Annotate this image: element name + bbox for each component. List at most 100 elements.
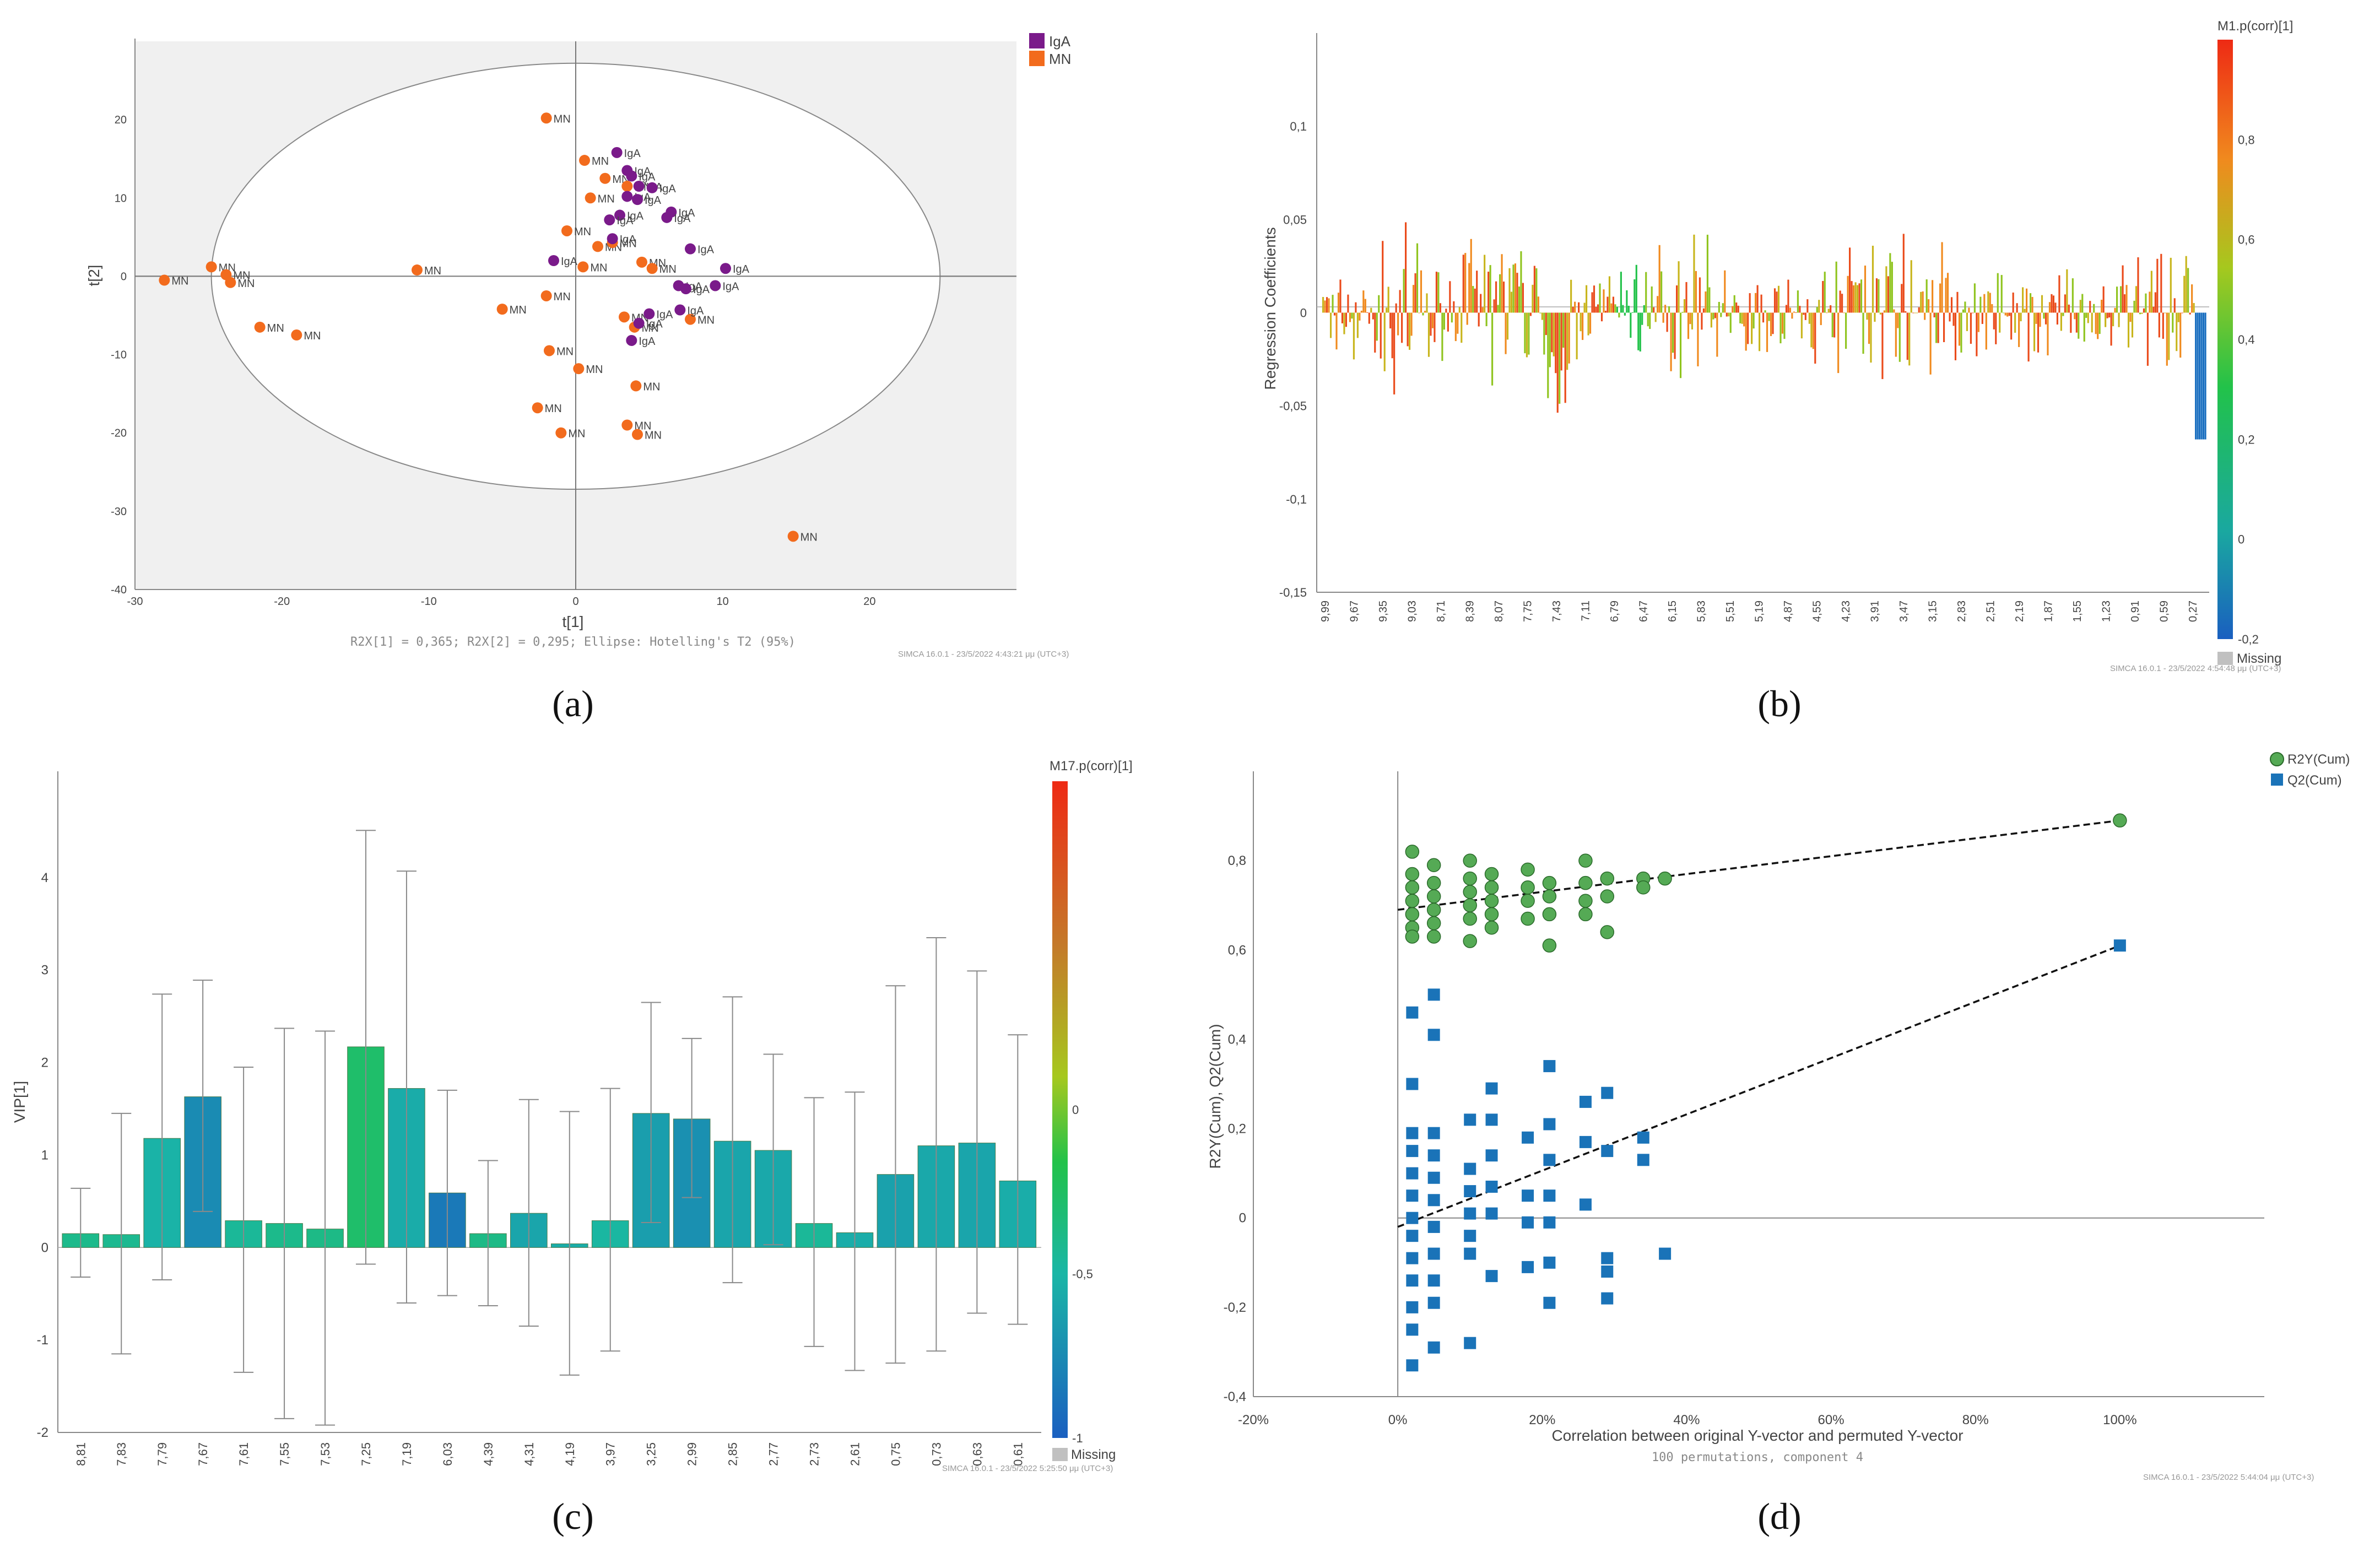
q2-point xyxy=(1485,1082,1498,1095)
coefficient-bar xyxy=(1484,255,1486,313)
coefficient-bar xyxy=(1572,306,1574,313)
coefficient-bar xyxy=(1683,299,1686,313)
coefficient-bar xyxy=(1449,281,1451,313)
coefficient-bar xyxy=(1918,307,1920,313)
coefficient-bar xyxy=(1871,246,1874,313)
coefficient-bar xyxy=(2146,312,2149,366)
coefficient-bar xyxy=(2070,312,2072,333)
r2y-point xyxy=(1463,871,1477,886)
coefficient-bar xyxy=(1954,312,1957,360)
coefficient-bar xyxy=(1409,312,1411,350)
coefficient-bar xyxy=(1977,312,1979,332)
coefficient-bar xyxy=(1747,312,1749,344)
coefficient-bar xyxy=(1566,312,1568,370)
q2-point xyxy=(1406,1301,1419,1313)
coefficient-bar xyxy=(2191,284,2193,313)
panel-d-subtitle: 100 permutations, component 4 xyxy=(1652,1451,1863,1464)
coefficient-bar xyxy=(2183,275,2186,313)
coefficient-bar xyxy=(1697,312,1699,366)
coefficient-bar xyxy=(1941,242,1943,313)
coefficient-bar xyxy=(2000,275,2003,313)
coefficient-bar xyxy=(1439,303,1441,313)
coefficient-bar xyxy=(1685,282,1687,313)
panel-c-xtick-label: 4,19 xyxy=(563,1442,577,1466)
panel-c-xtick-label: 3,25 xyxy=(645,1442,658,1466)
coefficient-bar xyxy=(1618,312,1620,318)
r2y-point xyxy=(1405,867,1420,882)
q2-point xyxy=(1427,1171,1440,1184)
coefficient-bar xyxy=(1733,295,1735,313)
coefficient-bar xyxy=(2093,304,2095,313)
score-point-iga xyxy=(646,182,658,193)
coefficient-bar xyxy=(1901,284,1903,313)
coefficient-bar xyxy=(1403,269,1405,313)
panel-b-ytick-label: 0 xyxy=(1300,306,1307,320)
panel-d-xtick-label: 80% xyxy=(1962,1413,1989,1427)
coefficient-bar xyxy=(1689,312,1691,325)
coefficient-bar xyxy=(1416,243,1419,313)
panel-c-missing-label: Missing xyxy=(1071,1447,1116,1462)
coefficient-bar xyxy=(2075,312,2078,333)
q2-point xyxy=(1601,1252,1614,1264)
score-point-label: MN xyxy=(233,270,250,282)
coefficient-bar xyxy=(2051,294,2053,313)
panel-c-xtick-label: 7,83 xyxy=(115,1442,128,1466)
coefficient-bar xyxy=(2026,288,2028,313)
coefficient-bar xyxy=(1555,312,1557,374)
coefficient-bar xyxy=(1637,312,1640,350)
coefficient-bar xyxy=(1591,292,1593,313)
coefficient-bar xyxy=(1989,293,1991,313)
panel-c-xtick-label: 7,53 xyxy=(318,1442,332,1466)
panel-b-xtick-label: 1,23 xyxy=(2101,601,2113,622)
coefficient-bar xyxy=(2101,300,2103,313)
coefficient-bar xyxy=(1920,291,1922,313)
panel-b-xtick-label: 9,03 xyxy=(1407,601,1419,622)
score-point-label: MN xyxy=(598,193,615,205)
score-point-iga xyxy=(611,147,623,158)
coefficient-bar xyxy=(1830,305,1832,313)
coefficient-bar xyxy=(1908,312,1911,366)
r2y-point xyxy=(1463,911,1477,926)
r2y-point xyxy=(1600,871,1614,886)
score-point-mn xyxy=(632,429,643,440)
legend-mn-label: MN xyxy=(1049,51,1071,67)
coefficient-bar xyxy=(1535,268,1538,313)
q2-point xyxy=(1659,1247,1672,1260)
coefficient-bar xyxy=(1651,286,1653,313)
coefficient-bar xyxy=(1512,264,1514,313)
r2y-point xyxy=(1463,934,1477,948)
coefficient-bar xyxy=(1630,312,1632,338)
coefficient-bar xyxy=(2056,312,2058,325)
score-point-iga xyxy=(710,280,721,291)
score-point-label: MN xyxy=(659,263,677,275)
q2-point xyxy=(1464,1207,1476,1220)
coefficient-bar xyxy=(1987,291,1989,313)
r2y-point xyxy=(1578,875,1593,890)
panel-d-caption: (d) xyxy=(1757,1495,1801,1537)
coefficient-bar xyxy=(1962,309,1965,313)
coefficient-bar xyxy=(2122,265,2124,313)
coefficient-bar xyxy=(1800,312,1803,339)
coefficient-bar xyxy=(1454,312,1457,342)
coefficient-bar xyxy=(1355,302,1357,313)
score-point-iga xyxy=(633,180,645,192)
coefficient-bar xyxy=(1549,312,1551,367)
coefficient-bar xyxy=(2089,301,2091,313)
q2-point xyxy=(1427,1274,1440,1287)
r2y-point xyxy=(1484,880,1499,895)
panel-b-software: SIMCA 16.0.1 - 23/5/2022 4:54:48 μμ (UTC… xyxy=(2110,664,2281,673)
coefficient-bar xyxy=(1399,290,1401,313)
coefficient-bar xyxy=(1885,266,1887,313)
coefficient-bar xyxy=(1749,293,1751,313)
score-point-mn xyxy=(630,380,642,392)
coefficient-bar xyxy=(1562,312,1565,348)
coefficient-bar xyxy=(2081,294,2084,313)
coefficient-bar xyxy=(2176,312,2178,352)
coefficient-bar xyxy=(1812,312,1814,349)
coefficient-bar xyxy=(2008,312,2010,316)
coefficient-bar xyxy=(2027,312,2030,362)
coefficient-bar xyxy=(1478,312,1480,327)
coefficient-bar xyxy=(1985,312,1987,350)
coefficient-bar xyxy=(1543,312,1545,355)
coefficient-bar xyxy=(1726,312,1728,317)
